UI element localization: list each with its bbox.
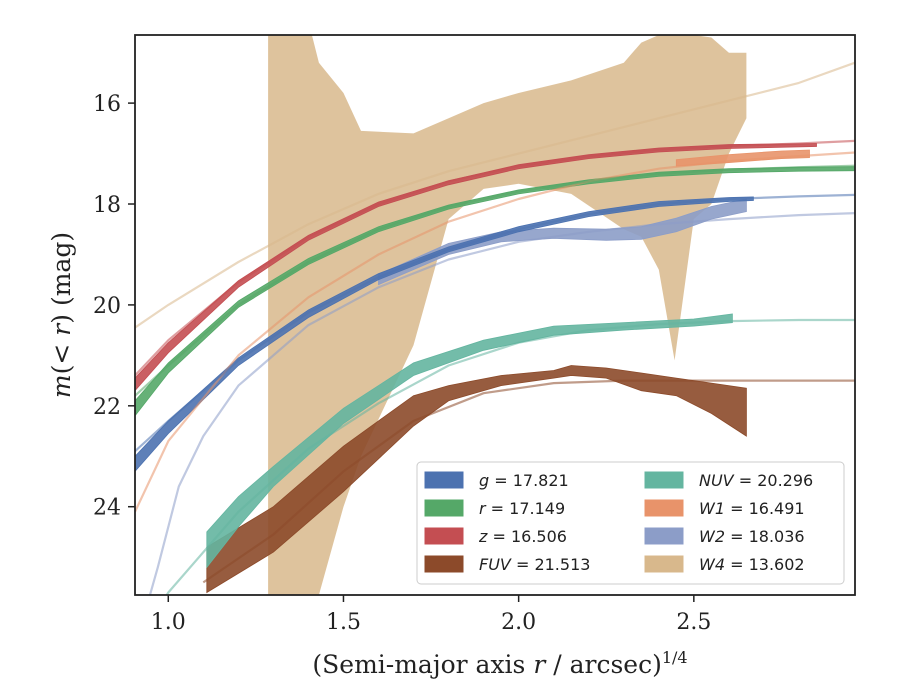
legend-swatch-r (424, 499, 464, 517)
x-tick-label: 2.0 (501, 610, 536, 635)
x-tick-label: 1.5 (326, 610, 361, 635)
x-axis-label-suffix: / arcsec) (545, 650, 662, 679)
legend-label-nuv: NUV = 20.296 (699, 471, 813, 490)
band-z (135, 143, 817, 392)
model-curve-z (135, 139, 855, 377)
model-curve-g (135, 193, 855, 453)
model-curve-nuv (165, 318, 855, 595)
model-curve-w1 (135, 151, 855, 513)
legend-label-z: z = 16.506 (478, 527, 567, 546)
legend: g = 17.821 r = 17.149 z = 16.506 FUV = 21.5… (416, 461, 845, 585)
y-tick-label: 24 (93, 496, 121, 521)
legend-swatch-w1 (644, 499, 684, 517)
y-tick-label: 20 (93, 294, 121, 319)
x-axis-label-prefix: (Semi-major axis (312, 650, 533, 679)
band-w2 (378, 198, 747, 286)
legend-label-r: r = 17.149 (479, 499, 565, 518)
y-axis-label-m: m (47, 374, 76, 398)
band-nuv (206, 313, 733, 569)
x-axis-label: (Semi-major axis r / arcsec)1/4 (312, 648, 687, 679)
legend-swatch-w2 (644, 527, 684, 545)
plot-frame (134, 34, 856, 596)
legend-label-w2: W2 = 18.036 (699, 527, 805, 546)
legend-swatch-g (424, 471, 464, 489)
y-tick-label: 16 (93, 92, 121, 117)
legend-swatch-w4 (644, 555, 684, 573)
y-axis-label: m(< r) (mag) (47, 232, 76, 398)
y-tick-label: 22 (93, 395, 121, 420)
model-curve-r (135, 164, 855, 397)
x-axis-ticks: 1.0 1.5 2.0 2.5 (151, 595, 711, 635)
legend-label-fuv: FUV = 21.513 (479, 555, 590, 574)
band-fuv (206, 365, 747, 594)
legend-box (416, 461, 845, 585)
legend-swatch-fuv (424, 555, 464, 573)
legend-swatch-z (424, 527, 464, 545)
y-axis-label-r: r (47, 322, 76, 336)
x-axis-label-variable: r (533, 650, 547, 679)
y-axis-ticks: 16 18 20 22 24 (93, 92, 135, 521)
y-axis-label-close: ) (mag) (47, 232, 76, 324)
model-curves (135, 61, 855, 595)
x-tick-label: 1.0 (151, 610, 186, 635)
band-r (135, 166, 855, 417)
x-tick-label: 2.5 (676, 610, 711, 635)
legend-label-w1: W1 = 16.491 (699, 499, 805, 518)
model-curve-fuv (202, 379, 855, 584)
model-curve-w4 (135, 61, 855, 329)
legend-swatch-nuv (644, 471, 684, 489)
legend-label-g: g = 17.821 (479, 471, 569, 490)
legend-label-w4: W4 = 13.602 (699, 555, 805, 574)
y-axis-label-open: (< (47, 336, 76, 375)
x-axis-label-exponent: 1/4 (662, 648, 688, 667)
model-curve-w2 (148, 212, 855, 595)
y-tick-label: 18 (93, 193, 121, 218)
